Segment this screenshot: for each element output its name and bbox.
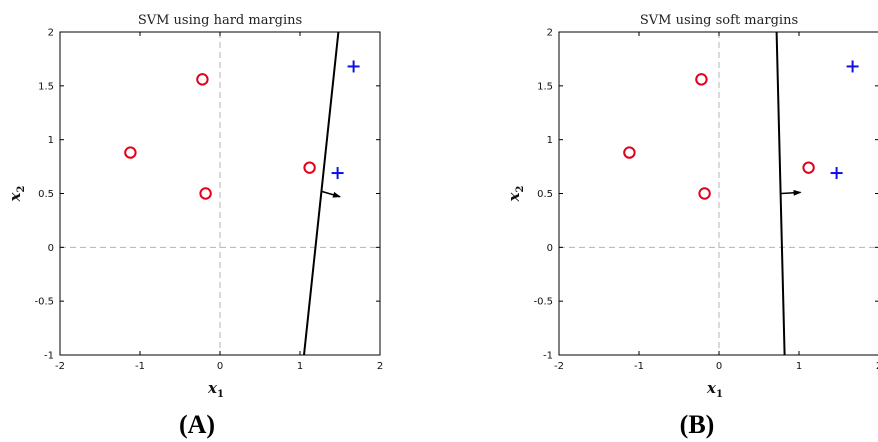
data-point-circle [695, 73, 708, 86]
data-point-circle [199, 187, 212, 200]
decision-boundary-line [775, 31, 786, 356]
panel-label: (B) [680, 410, 715, 439]
data-point-plus [846, 60, 859, 73]
x-axis-label-subscript: 1 [217, 389, 224, 400]
chart-title: SVM using hard margins [138, 13, 302, 28]
y-tick-label: -1 [543, 351, 553, 362]
data-point-circle [698, 187, 711, 200]
x-tick-label: 2 [876, 361, 878, 372]
normal-vector-arrow [321, 190, 341, 198]
x-tick-label: -1 [135, 361, 145, 372]
normal-vector-arrow [781, 189, 802, 196]
y-tick-label: 1 [48, 135, 54, 146]
x-tick-label: -2 [554, 361, 564, 372]
data-point-plus [830, 167, 843, 180]
y-tick-label: 0 [547, 243, 553, 254]
y-axis-label-main: x [505, 191, 523, 202]
y-tick-label: 2 [48, 28, 54, 39]
x-axis-label-main: x [706, 379, 717, 397]
panel-label: (A) [179, 410, 215, 439]
y-tick-label: 1.5 [38, 81, 54, 92]
y-axis-label-subscript: 2 [515, 186, 526, 193]
data-point-plus [331, 167, 344, 180]
y-tick-label: 0.5 [38, 189, 54, 200]
data-point-circle [802, 161, 815, 174]
y-tick-label: 0 [48, 243, 54, 254]
y-tick-label: 1.5 [537, 81, 553, 92]
x-axis-label: x1 [706, 379, 723, 400]
data-point-circle [124, 146, 137, 159]
x-tick-label: 0 [716, 361, 722, 372]
x-axis-label-main: x [207, 379, 218, 397]
x-tick-label: 1 [796, 361, 802, 372]
chart-title: SVM using soft margins [640, 13, 798, 28]
y-axis-label: x2 [505, 186, 526, 203]
x-tick-label: -2 [55, 361, 65, 372]
decision-boundary-line [303, 31, 340, 356]
x-tick-label: 2 [377, 361, 383, 372]
y-tick-label: -0.5 [533, 297, 553, 308]
y-tick-label: 2 [547, 28, 553, 39]
data-point-circle [623, 146, 636, 159]
x-tick-label: -1 [634, 361, 644, 372]
x-tick-label: 1 [297, 361, 303, 372]
y-axis-label-main: x [6, 191, 24, 202]
x-axis-label: x1 [207, 379, 224, 400]
y-tick-label: 0.5 [537, 189, 553, 200]
y-tick-label: 1 [547, 135, 553, 146]
y-axis-label: x2 [6, 186, 27, 203]
y-tick-label: -0.5 [34, 297, 54, 308]
data-point-plus [347, 60, 360, 73]
data-point-circle [303, 161, 316, 174]
x-tick-label: 0 [217, 361, 223, 372]
x-axis-label-subscript: 1 [716, 389, 723, 400]
data-point-circle [196, 73, 209, 86]
y-axis-label-subscript: 2 [16, 186, 27, 193]
y-tick-label: -1 [44, 351, 54, 362]
